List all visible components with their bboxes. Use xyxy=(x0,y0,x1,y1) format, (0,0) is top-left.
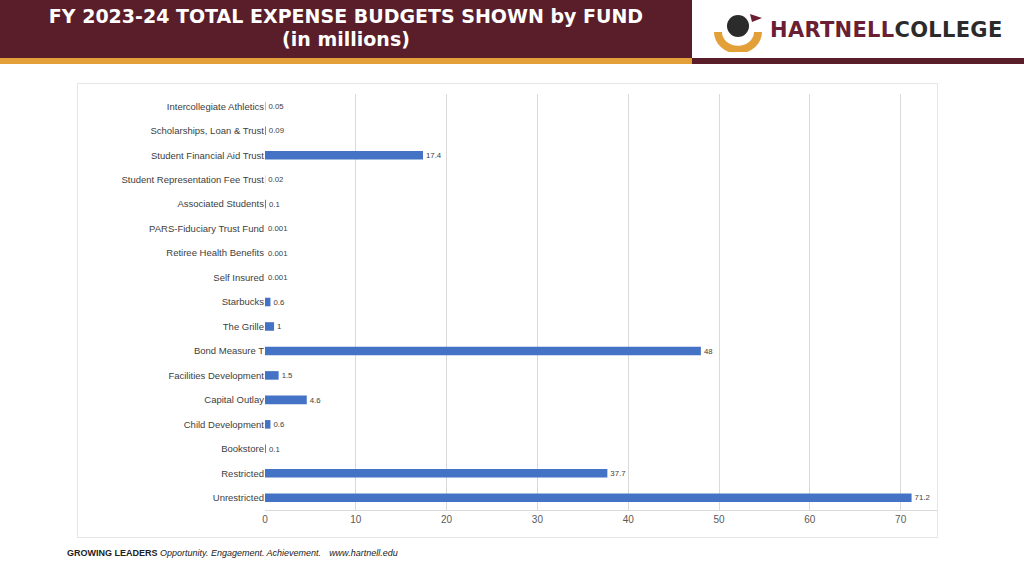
svg-text:0.6: 0.6 xyxy=(273,420,284,429)
svg-text:Scholarships, Loan & Trust: Scholarships, Loan & Trust xyxy=(150,125,264,136)
html-text:FY 2023-24 TOTAL EXPENSE BUDGE: FY 2023-24 TOTAL EXPENSE BUDGETS SHOWN b… xyxy=(48,5,644,27)
svg-text:0.02: 0.02 xyxy=(268,175,283,184)
svg-text:0.001: 0.001 xyxy=(268,273,287,282)
svg-text:71.2: 71.2 xyxy=(915,493,930,502)
svg-text:Restricted: Restricted xyxy=(221,468,264,479)
svg-text:Child Development: Child Development xyxy=(184,419,265,430)
svg-text:17.4: 17.4 xyxy=(426,151,442,160)
svg-text:Facilities Development: Facilities Development xyxy=(168,370,264,381)
svg-text:1.5: 1.5 xyxy=(282,371,293,380)
svg-text:0.1: 0.1 xyxy=(269,200,280,209)
html-text:(in millions): (in millions) xyxy=(282,28,410,50)
svg-text:20: 20 xyxy=(441,514,453,525)
svg-text:0: 0 xyxy=(262,514,268,525)
svg-text:30: 30 xyxy=(532,514,544,525)
svg-text:The Grille: The Grille xyxy=(223,321,264,332)
svg-text:48: 48 xyxy=(704,347,713,356)
svg-text:Bond Measure T: Bond Measure T xyxy=(194,345,264,356)
svg-text:Student Representation Fee Tru: Student Representation Fee Trust xyxy=(121,174,264,185)
svg-text:0.05: 0.05 xyxy=(268,102,283,111)
svg-text:10: 10 xyxy=(350,514,362,525)
svg-text:Bookstore: Bookstore xyxy=(221,443,264,454)
svg-text:4.6: 4.6 xyxy=(310,396,321,405)
svg-text:Self Insured: Self Insured xyxy=(213,272,264,283)
svg-text:Unrestricted: Unrestricted xyxy=(213,492,264,503)
svg-text:Intercollegiate Athletics: Intercollegiate Athletics xyxy=(167,101,264,112)
html-text:GROWING LEADERS Opportunity. E: GROWING LEADERS Opportunity. Engagement.… xyxy=(67,548,322,558)
svg-text:Retiree Health Benefits: Retiree Health Benefits xyxy=(166,247,264,258)
svg-text:Capital Outlay: Capital Outlay xyxy=(204,394,264,405)
svg-text:0.6: 0.6 xyxy=(273,298,284,307)
svg-text:60: 60 xyxy=(804,514,816,525)
svg-text:PARS-Fiduciary Trust Fund: PARS-Fiduciary Trust Fund xyxy=(149,223,264,234)
svg-text:50: 50 xyxy=(713,514,725,525)
svg-text:1: 1 xyxy=(277,322,281,331)
svg-text:0.09: 0.09 xyxy=(269,126,284,135)
svg-text:40: 40 xyxy=(623,514,635,525)
svg-text:70: 70 xyxy=(895,514,907,525)
svg-text:37.7: 37.7 xyxy=(610,469,625,478)
svg-text:0.001: 0.001 xyxy=(268,249,287,258)
svg-text:0.001: 0.001 xyxy=(268,224,287,233)
html-text:HARTNELL COLLEGE: HARTNELL COLLEGE xyxy=(770,18,1003,42)
svg-text:Associated Students: Associated Students xyxy=(177,198,264,209)
html-text:www.hartnell.edu: www.hartnell.edu xyxy=(329,548,398,558)
svg-text:Starbucks: Starbucks xyxy=(222,296,264,307)
svg-text:Student Financial Aid Trust: Student Financial Aid Trust xyxy=(151,150,264,161)
svg-text:0.1: 0.1 xyxy=(269,445,280,454)
